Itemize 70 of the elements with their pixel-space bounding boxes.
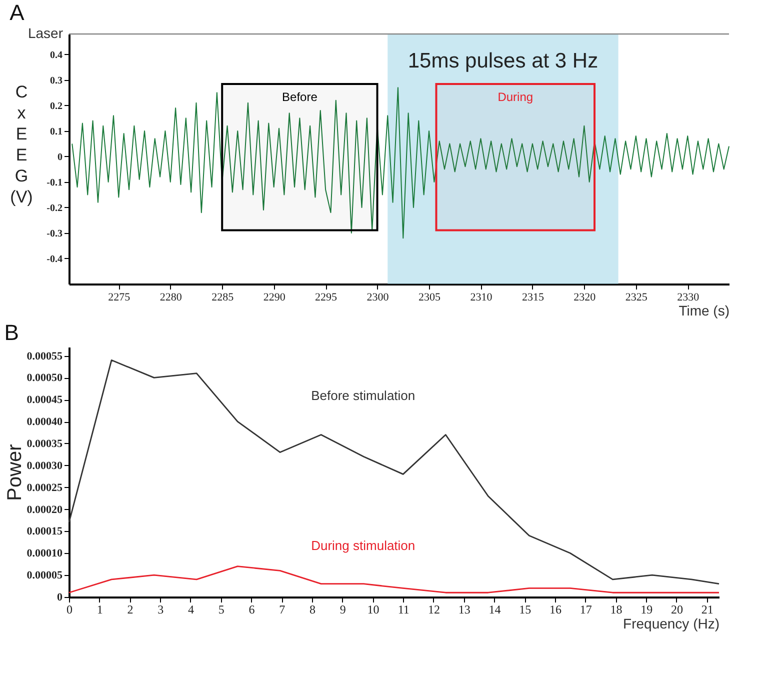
x-tick-label: 12 <box>428 602 440 616</box>
x-tick-label: 18 <box>610 602 622 616</box>
x-tick-label: 8 <box>309 602 316 616</box>
x-tick-label: 4 <box>188 602 194 616</box>
x-tick-label: 15 <box>519 602 532 616</box>
y-tick-label: 0.00050 <box>26 372 63 384</box>
band-label: Before <box>282 90 318 104</box>
y-tick-label: 0.00045 <box>26 394 63 406</box>
x-tick-label: 2315 <box>522 292 544 304</box>
ref-line-label: Laser <box>28 25 64 41</box>
x-tick-label: 2310 <box>470 292 493 304</box>
y-tick-label: 0 <box>57 592 63 604</box>
x-tick-label: 1 <box>96 602 103 616</box>
y-tick-label: -0.4 <box>46 254 62 265</box>
y-tick-label: -0.2 <box>46 202 62 214</box>
y-tick-label: 0.3 <box>50 75 62 86</box>
text: Before stimulation <box>311 388 416 404</box>
x-tick-label: 11 <box>398 602 410 616</box>
line-series <box>72 87 730 239</box>
x-tick-label: 2290 <box>263 292 286 304</box>
y-axis-title: Power <box>4 444 26 501</box>
y-tick-label: 0.00020 <box>26 504 63 516</box>
y-tick-label: 0.2 <box>50 100 62 112</box>
x-tick-label: 2280 <box>160 292 182 304</box>
x-tick-label: 13 <box>458 602 470 616</box>
chart-title: B <box>4 320 19 345</box>
x-tick-label: 19 <box>640 602 653 616</box>
y-tick-label: 0.00015 <box>26 526 63 538</box>
x-axis-title: Frequency (Hz) <box>623 616 720 632</box>
x-tick-label: 2300 <box>366 292 390 304</box>
x-tick-label: 10 <box>367 602 380 616</box>
y-tick-label: -0.3 <box>46 228 62 240</box>
band-label: During <box>498 90 534 104</box>
line-series <box>68 359 720 585</box>
y-tick-label: 0 <box>58 152 62 163</box>
x-tick-label: 20 <box>670 602 683 616</box>
x-tick-label: 2295 <box>315 292 338 304</box>
text: During stimulation <box>311 538 416 554</box>
y-tick-label: 0.00005 <box>26 570 63 582</box>
x-tick-label: 3 <box>158 602 164 616</box>
x-tick-label: 2285 <box>212 292 234 304</box>
y-tick-label: 0.00025 <box>26 482 63 494</box>
x-tick-label: 16 <box>549 602 562 616</box>
x-tick-label: 2320 <box>574 292 596 304</box>
band-label: 15ms pulses at 3 Hz <box>408 50 598 72</box>
x-tick-label: 2275 <box>108 292 131 304</box>
y-tick-label: 0.00055 <box>26 350 63 362</box>
x-tick-label: 5 <box>218 602 224 616</box>
y-tick-label: 0.00035 <box>26 438 63 450</box>
x-tick-label: 9 <box>340 602 346 616</box>
x-tick-label: 14 <box>488 602 501 616</box>
x-tick-label: 6 <box>248 602 255 616</box>
y-axis-title: CxEEG (V) <box>10 82 33 206</box>
x-tick-label: 0 <box>66 602 72 616</box>
x-tick-label: 2325 <box>625 292 648 304</box>
x-tick-label: 7 <box>279 602 286 616</box>
x-tick-label: 2330 <box>677 292 700 304</box>
line-series <box>68 566 720 594</box>
y-tick-label: 0.00010 <box>26 548 63 560</box>
x-axis-title: Time (s) <box>678 302 730 318</box>
x-tick-label: 17 <box>580 602 592 616</box>
y-tick-label: 0.1 <box>50 126 62 138</box>
x-tick-label: 21 <box>701 602 714 616</box>
y-tick-label: 0.00030 <box>26 460 63 472</box>
y-tick-label: 0.00040 <box>26 416 63 428</box>
x-tick-label: 2305 <box>418 292 441 304</box>
y-tick-label: -0.1 <box>46 177 62 188</box>
chart-title: A <box>10 0 25 25</box>
x-tick-label: 2 <box>127 602 134 616</box>
y-tick-label: 0.4 <box>50 50 62 61</box>
